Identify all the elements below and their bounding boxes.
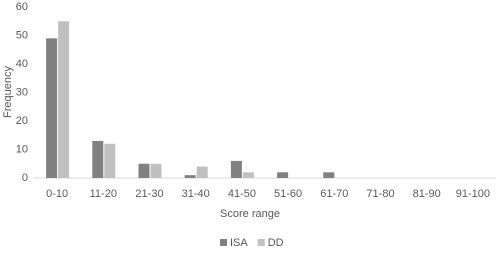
x-tick-label: 91-100 [456,188,490,200]
x-tick-label: 0-10 [46,188,68,200]
y-tick-label: 0 [22,172,28,184]
bar [184,175,196,178]
bar [150,163,162,178]
bar [92,140,104,178]
bar [230,160,242,178]
y-tick-label: 30 [16,86,28,98]
legend-label: ISA [230,237,248,249]
x-tick-label: 21-30 [135,188,163,200]
bar [46,38,58,178]
x-tick-label: 11-20 [90,188,117,200]
y-axis-title: Frequency [2,66,14,118]
bar [196,166,208,178]
legend-label: DD [268,237,284,249]
y-tick-label: 10 [16,143,28,155]
bar [242,172,254,178]
y-tick-label: 20 [16,115,28,127]
x-tick-label: 61-70 [320,188,348,200]
bar [138,163,150,178]
bar [277,172,289,178]
x-tick-label: 71-80 [366,188,394,200]
bar [323,172,335,178]
legend-swatch [257,239,265,246]
bar [104,143,116,178]
x-tick-label: 51-60 [274,188,302,200]
x-axis-title: Score range [220,208,280,220]
bar [58,21,70,178]
y-tick-label: 40 [16,58,28,70]
y-tick-label: 60 [16,1,28,13]
x-tick-label: 81-90 [413,188,441,200]
x-tick-label: 31-40 [182,188,210,200]
x-tick-label: 41-50 [228,188,256,200]
legend-swatch [220,239,227,246]
y-tick-label: 50 [16,29,28,41]
